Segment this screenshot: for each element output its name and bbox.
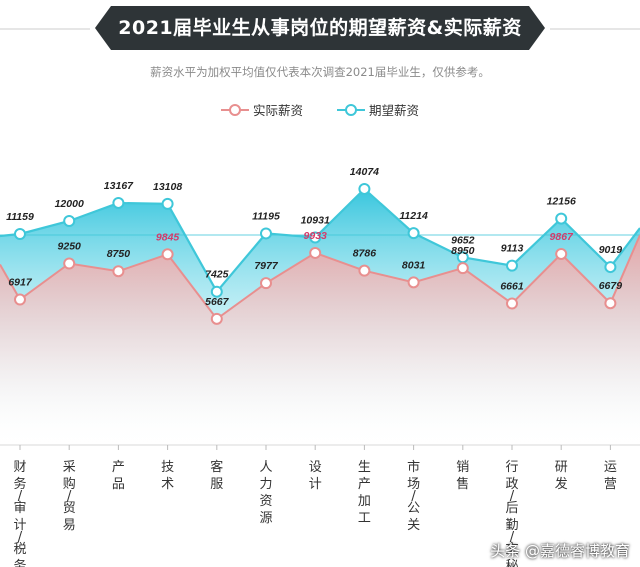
actual-value-label: 6917 — [8, 277, 33, 289]
actual-point — [407, 276, 420, 289]
actual-value-label: 9867 — [550, 231, 575, 243]
title-decor-line-right — [550, 28, 640, 30]
actual-point — [161, 248, 174, 261]
actual-point — [555, 247, 568, 260]
expected-value-label: 11159 — [6, 211, 34, 223]
actual-value-label: 8750 — [107, 248, 131, 260]
actual-value-label: 8950 — [451, 245, 475, 257]
chart-title: 2021届毕业生从事岗位的期望薪资&实际薪资 — [118, 17, 522, 39]
actual-value-label: 5667 — [205, 296, 230, 308]
expected-point — [407, 227, 420, 240]
x-category-label: 运营 — [604, 460, 617, 492]
actual-point — [14, 293, 26, 306]
actual-value-label: 9845 — [156, 231, 180, 243]
actual-point — [210, 312, 223, 325]
x-category-label: 技术 — [161, 460, 174, 492]
x-category-label: 销售 — [456, 460, 469, 492]
actual-area — [0, 235, 640, 445]
x-category-label: 设计 — [309, 460, 322, 492]
expected-value-label: 11214 — [399, 210, 428, 222]
x-category-label: 产品 — [112, 460, 125, 492]
expected-point — [309, 231, 322, 244]
actual-value-label: 7977 — [254, 260, 279, 272]
expected-value-label: 9652 — [451, 234, 475, 246]
actual-point — [112, 265, 125, 278]
legend-item-expected: 期望薪资 — [337, 100, 419, 119]
actual-value-label: 9933 — [304, 230, 328, 242]
expected-point — [161, 197, 174, 210]
actual-point — [260, 277, 272, 290]
x-category-label: 人力资源 — [259, 460, 272, 526]
x-category-label: 财务/审计/税务 — [13, 460, 26, 567]
x-category-label: 行政/后勤/文秘 — [505, 460, 518, 567]
expected-point — [506, 259, 518, 272]
x-category-label: 客服 — [210, 459, 223, 492]
actual-value-label: 9250 — [58, 240, 82, 252]
x-category-label: 市场/公关 — [407, 459, 420, 533]
x-category-label: 生产加工 — [358, 460, 371, 526]
expected-point — [555, 212, 568, 225]
expected-point — [604, 261, 617, 274]
legend-item-actual: 实际薪资 — [220, 100, 303, 119]
actual-point — [604, 297, 617, 310]
expected-value-label: 10931 — [301, 215, 330, 227]
expected-value-label: 7425 — [205, 269, 229, 281]
legend-label-expected: 期望薪资 — [369, 103, 420, 118]
actual-value-label: 6679 — [599, 280, 623, 292]
expected-point — [260, 227, 272, 240]
actual-point — [309, 246, 322, 259]
expected-value-label: 9019 — [599, 244, 623, 256]
x-category-label: 采购/贸易 — [63, 460, 76, 533]
watermark: 头条 @嘉德睿博教育 — [490, 542, 630, 560]
legend-label-actual: 实际薪资 — [252, 103, 303, 118]
expected-point — [210, 285, 223, 298]
legend-swatch-expected — [337, 103, 365, 117]
expected-point — [14, 228, 26, 240]
expected-point — [358, 182, 371, 195]
actual-point — [358, 264, 371, 277]
expected-value-label: 13108 — [153, 181, 182, 193]
legend-swatch-actual — [220, 103, 249, 117]
expected-value-label: 11195 — [252, 210, 280, 222]
actual-point — [63, 257, 76, 270]
title-banner — [95, 6, 545, 50]
actual-point — [506, 297, 518, 310]
expected-value-label: 13167 — [104, 180, 134, 192]
chart-subtitle: 薪资水平为加权平均值仅代表本次调查2021届毕业生，仅供参考。 — [150, 65, 490, 79]
expected-value-label: 12000 — [55, 198, 84, 210]
actual-value-label: 8031 — [402, 259, 426, 271]
legend: 实际薪资 期望薪资 — [0, 100, 640, 119]
actual-value-label: 8786 — [353, 248, 377, 260]
expected-value-label: 12156 — [547, 196, 576, 208]
x-category-label: 研发 — [555, 460, 568, 492]
expected-value-label: 14074 — [350, 166, 379, 178]
actual-point — [456, 262, 469, 275]
title-decor-line-left — [0, 28, 90, 30]
expected-point — [63, 215, 76, 228]
actual-value-label: 6661 — [500, 280, 524, 292]
expected-value-label: 9113 — [501, 243, 524, 255]
expected-point — [112, 196, 125, 209]
